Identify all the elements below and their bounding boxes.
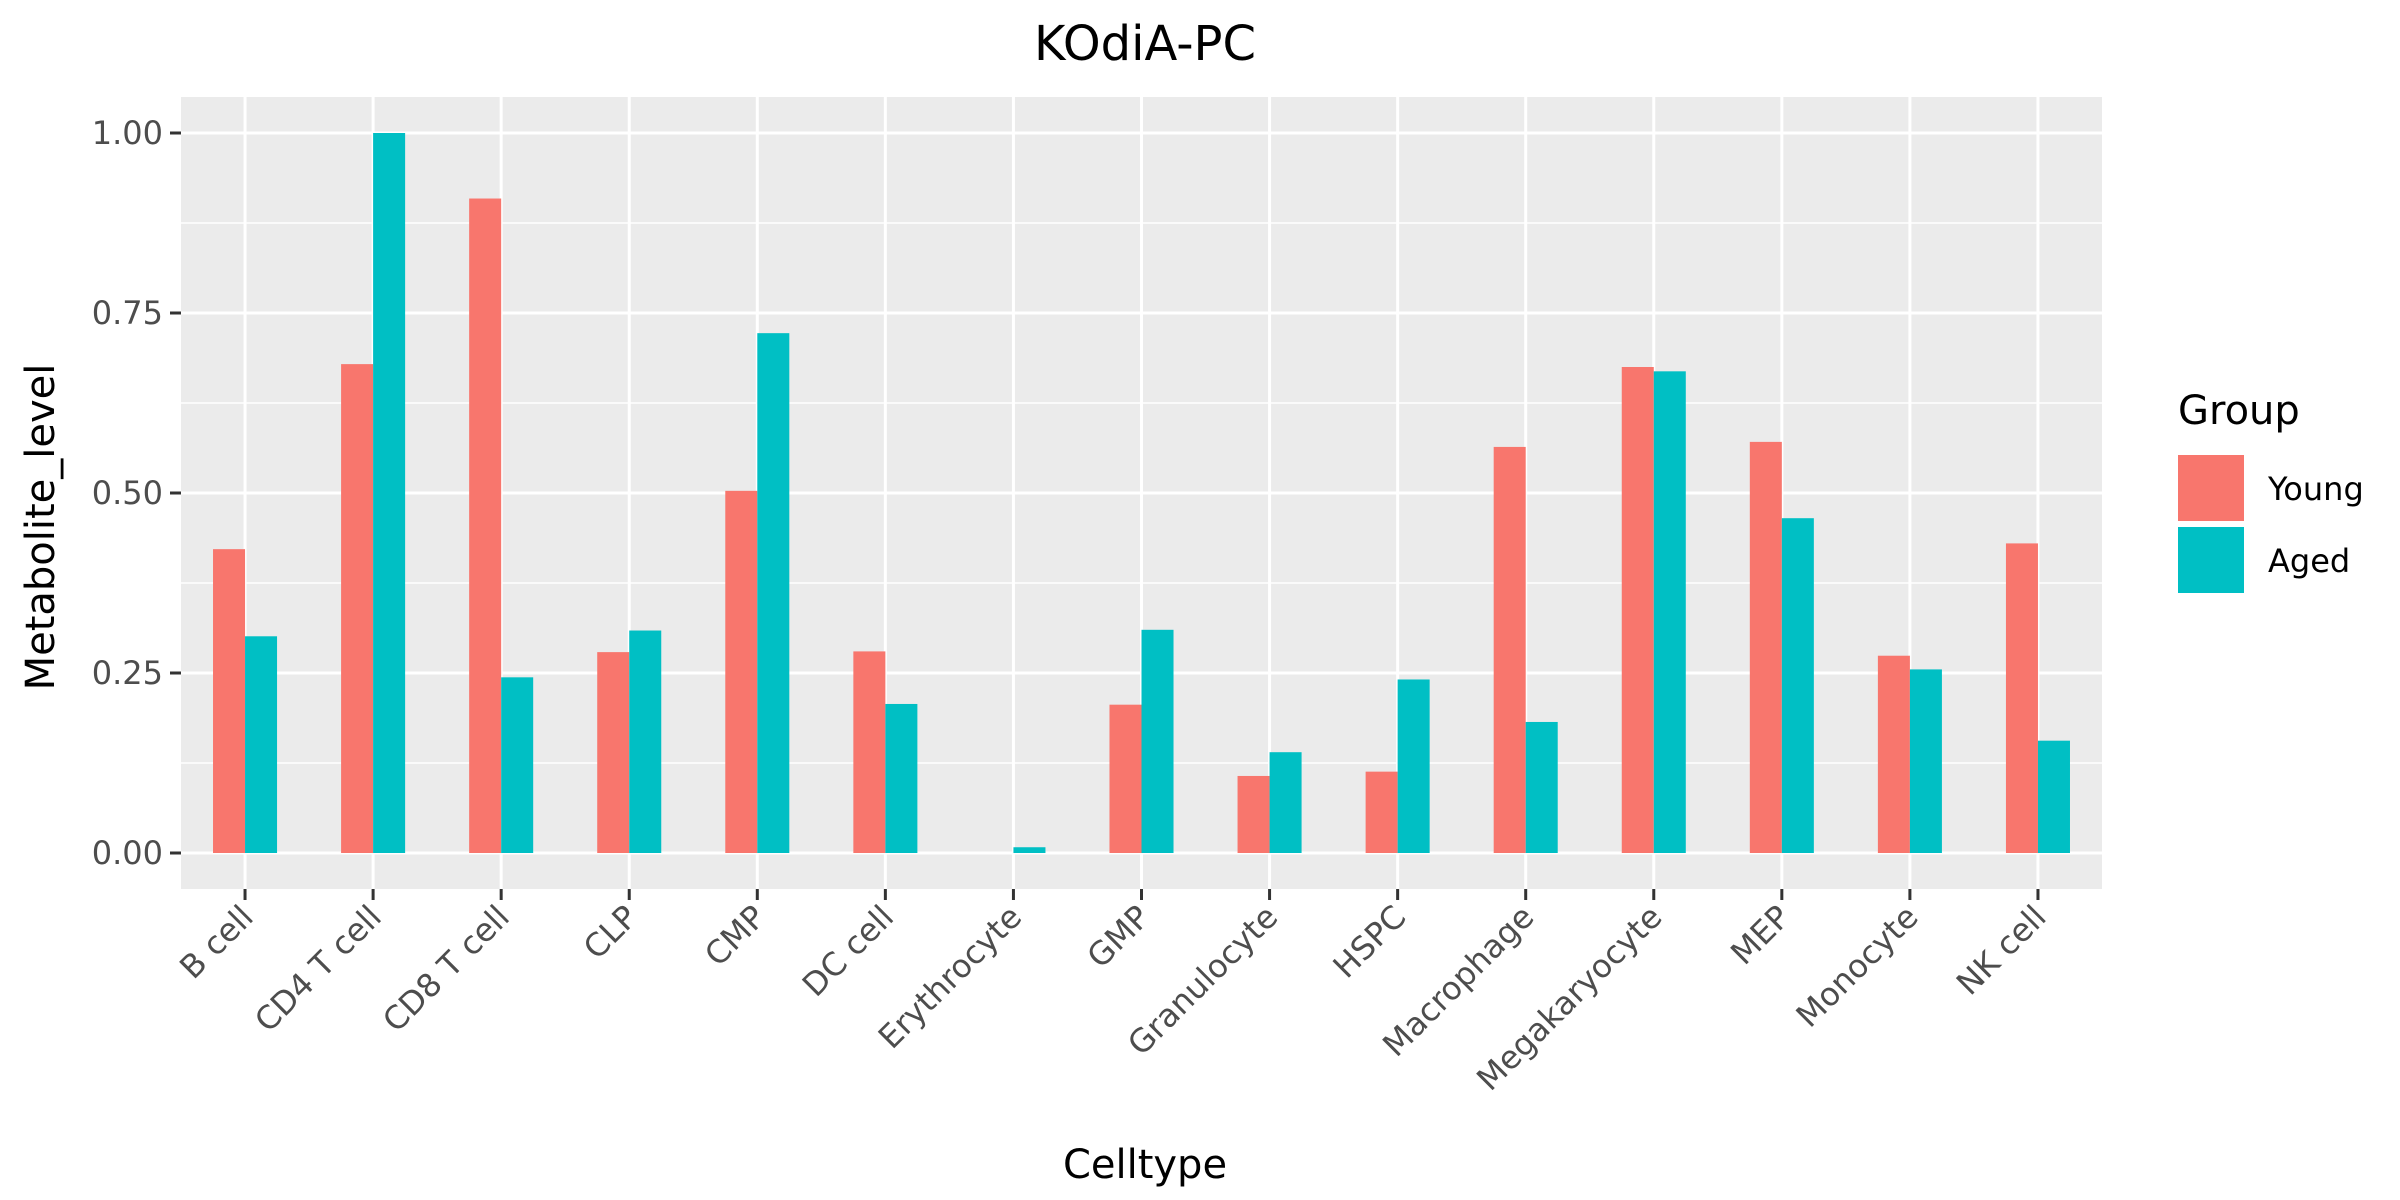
legend-label-aged: Aged (2268, 542, 2350, 580)
bar-aged-nk-cell (2037, 740, 2070, 853)
bar-young-monocyte (1877, 655, 1910, 853)
legend: Group Young Aged (2178, 388, 2364, 593)
bar-young-nk-cell (2005, 543, 2038, 853)
y-axis: 0.00 0.25 0.50 0.75 1.00 (92, 114, 181, 872)
chart-title: KOdiA-PC (1034, 16, 1256, 72)
bar-young-b-cell (213, 549, 246, 853)
bar-aged-dc-cell (885, 703, 918, 853)
bars (213, 133, 2070, 853)
bar-aged-cmp (757, 333, 790, 853)
bar-aged-granulocyte (1269, 752, 1302, 853)
bar-aged-macrophage (1525, 721, 1558, 853)
bar-young-granulocyte (1237, 775, 1270, 853)
bar-aged-gmp (1141, 629, 1174, 853)
y-tick-label: 0.00 (92, 834, 163, 872)
y-tick-label: 0.25 (92, 654, 163, 692)
bar-young-clp (597, 652, 630, 853)
legend-key-aged (2178, 527, 2244, 593)
bar-aged-cd4-t-cell (373, 133, 406, 853)
bar-aged-hspc (1397, 679, 1430, 853)
bar-young-megakaryocyte (1621, 367, 1654, 853)
y-tick-label: 0.75 (92, 294, 163, 332)
bar-aged-cd8-t-cell (501, 677, 534, 853)
bar-aged-megakaryocyte (1653, 371, 1686, 853)
bar-young-dc-cell (853, 651, 886, 853)
bar-aged-monocyte (1909, 669, 1942, 853)
legend-key-young (2178, 455, 2244, 521)
y-tick-label: 1.00 (92, 114, 163, 152)
bar-aged-erythrocyte (1013, 847, 1046, 853)
y-tick-label: 0.50 (92, 474, 163, 512)
bar-young-cmp (725, 490, 758, 853)
bar-aged-mep (1781, 518, 1814, 853)
bar-young-cd8-t-cell (469, 198, 502, 853)
legend-title: Group (2178, 388, 2300, 434)
bar-young-gmp (1109, 704, 1142, 853)
bar-young-hspc (1365, 771, 1398, 853)
bar-young-macrophage (1493, 446, 1526, 853)
legend-label-young: Young (2267, 470, 2364, 508)
bar-young-cd4-t-cell (341, 364, 374, 853)
bar-aged-b-cell (245, 636, 278, 853)
x-axis-title: Celltype (1063, 1142, 1227, 1188)
bar-young-mep (1749, 441, 1782, 853)
bar-aged-clp (629, 630, 662, 853)
y-axis-title: Metabolite_level (18, 364, 64, 691)
